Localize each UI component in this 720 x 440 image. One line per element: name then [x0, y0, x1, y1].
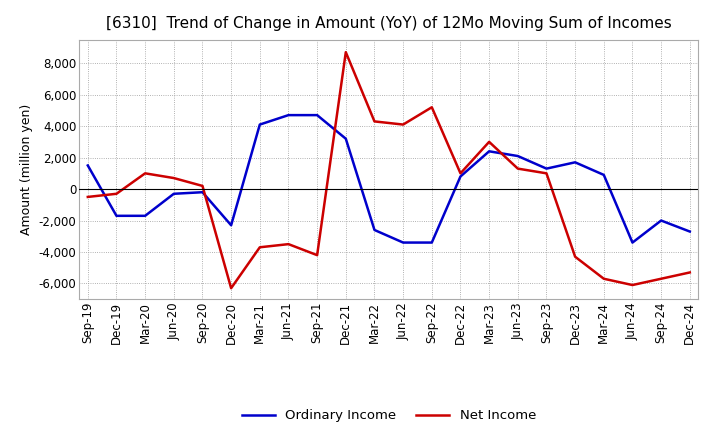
Ordinary Income: [456, 174, 465, 179]
Net Income: [141, 171, 150, 176]
Legend: Ordinary Income, Net Income: Ordinary Income, Net Income: [236, 404, 541, 428]
Net Income: [84, 194, 92, 200]
Net Income: [485, 139, 493, 144]
Ordinary Income: [370, 227, 379, 233]
Net Income: [571, 254, 580, 259]
Ordinary Income: [112, 213, 121, 218]
Ordinary Income: [571, 160, 580, 165]
Ordinary Income: [312, 113, 321, 118]
Ordinary Income: [685, 229, 694, 234]
Ordinary Income: [227, 223, 235, 228]
Title: [6310]  Trend of Change in Amount (YoY) of 12Mo Moving Sum of Incomes: [6310] Trend of Change in Amount (YoY) o…: [106, 16, 672, 32]
Net Income: [341, 50, 350, 55]
Net Income: [370, 119, 379, 124]
Ordinary Income: [428, 240, 436, 245]
Ordinary Income: [84, 163, 92, 168]
Ordinary Income: [198, 190, 207, 195]
Ordinary Income: [284, 113, 293, 118]
Ordinary Income: [141, 213, 150, 218]
Ordinary Income: [657, 218, 665, 223]
Net Income: [428, 105, 436, 110]
Net Income: [312, 253, 321, 258]
Net Income: [256, 245, 264, 250]
Net Income: [284, 242, 293, 247]
Net Income: [456, 171, 465, 176]
Net Income: [112, 191, 121, 196]
Ordinary Income: [485, 149, 493, 154]
Net Income: [542, 171, 551, 176]
Net Income: [399, 122, 408, 127]
Ordinary Income: [169, 191, 178, 196]
Ordinary Income: [399, 240, 408, 245]
Net Income: [198, 183, 207, 189]
Ordinary Income: [600, 172, 608, 178]
Y-axis label: Amount (million yen): Amount (million yen): [20, 104, 33, 235]
Net Income: [685, 270, 694, 275]
Net Income: [227, 286, 235, 291]
Net Income: [169, 176, 178, 181]
Line: Ordinary Income: Ordinary Income: [88, 115, 690, 242]
Ordinary Income: [513, 154, 522, 159]
Net Income: [513, 166, 522, 171]
Ordinary Income: [341, 136, 350, 141]
Line: Net Income: Net Income: [88, 52, 690, 288]
Ordinary Income: [628, 240, 636, 245]
Net Income: [600, 276, 608, 282]
Net Income: [628, 282, 636, 288]
Net Income: [657, 276, 665, 282]
Ordinary Income: [256, 122, 264, 127]
Ordinary Income: [542, 166, 551, 171]
